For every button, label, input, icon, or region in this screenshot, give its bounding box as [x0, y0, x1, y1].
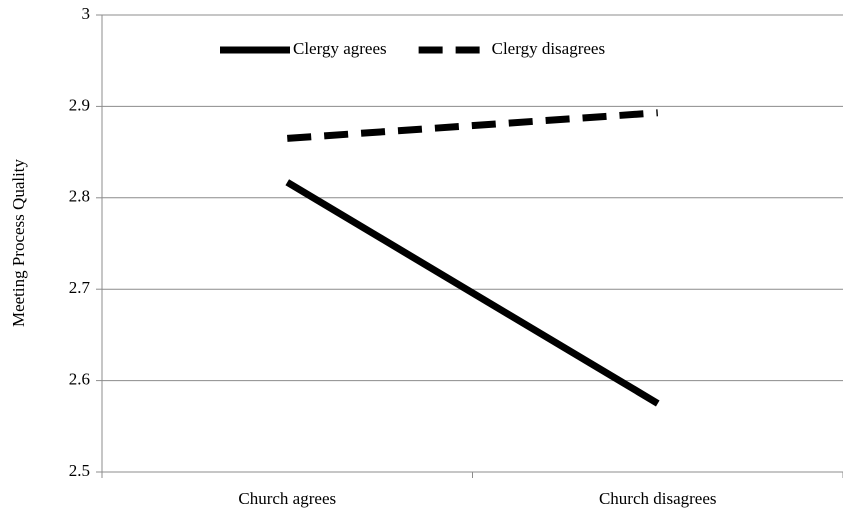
legend-label: Clergy disagrees [492, 39, 605, 58]
legend-label: Clergy agrees [293, 39, 387, 58]
y-tick-label: 3 [82, 4, 91, 23]
y-axis-label: Meeting Process Quality [9, 158, 28, 327]
y-tick-label: 2.8 [69, 187, 90, 206]
y-tick-label: 2.5 [69, 461, 90, 480]
series-line [285, 179, 660, 407]
x-tick-label: Church disagrees [599, 489, 717, 508]
y-tick-label: 2.7 [69, 278, 91, 297]
y-tick-label: 2.6 [69, 370, 90, 389]
y-tick-label: 2.9 [69, 95, 90, 114]
x-tick-label: Church agrees [238, 489, 336, 508]
series-line [287, 109, 658, 142]
